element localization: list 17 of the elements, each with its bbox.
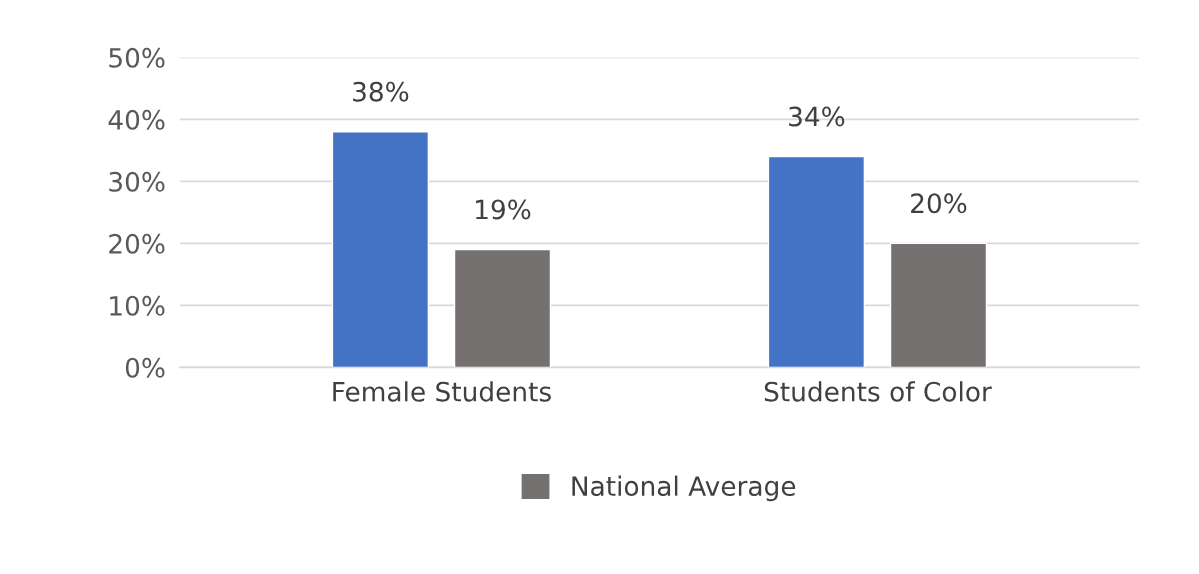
y-tick-label: 50%	[109, 47, 165, 68]
x-tick-label: Students of Color	[764, 381, 992, 402]
y-tick-label: 40%	[108, 109, 165, 130]
bar	[331, 131, 430, 368]
data-label: 20%	[911, 193, 967, 214]
y-tick-label: 10%	[110, 295, 165, 316]
data-label: 34%	[789, 106, 845, 127]
y-tick-label: 20%	[109, 233, 165, 254]
y-tick-label: 30%	[109, 171, 165, 192]
bar	[767, 155, 866, 368]
legend-label: National Average	[572, 475, 796, 502]
data-label: 38%	[353, 81, 409, 102]
x-tick-label: Female Students	[333, 381, 551, 402]
bar	[453, 248, 552, 368]
bar	[889, 242, 988, 368]
data-label: 19%	[476, 199, 531, 220]
y-tick-label: 0%	[125, 357, 165, 378]
